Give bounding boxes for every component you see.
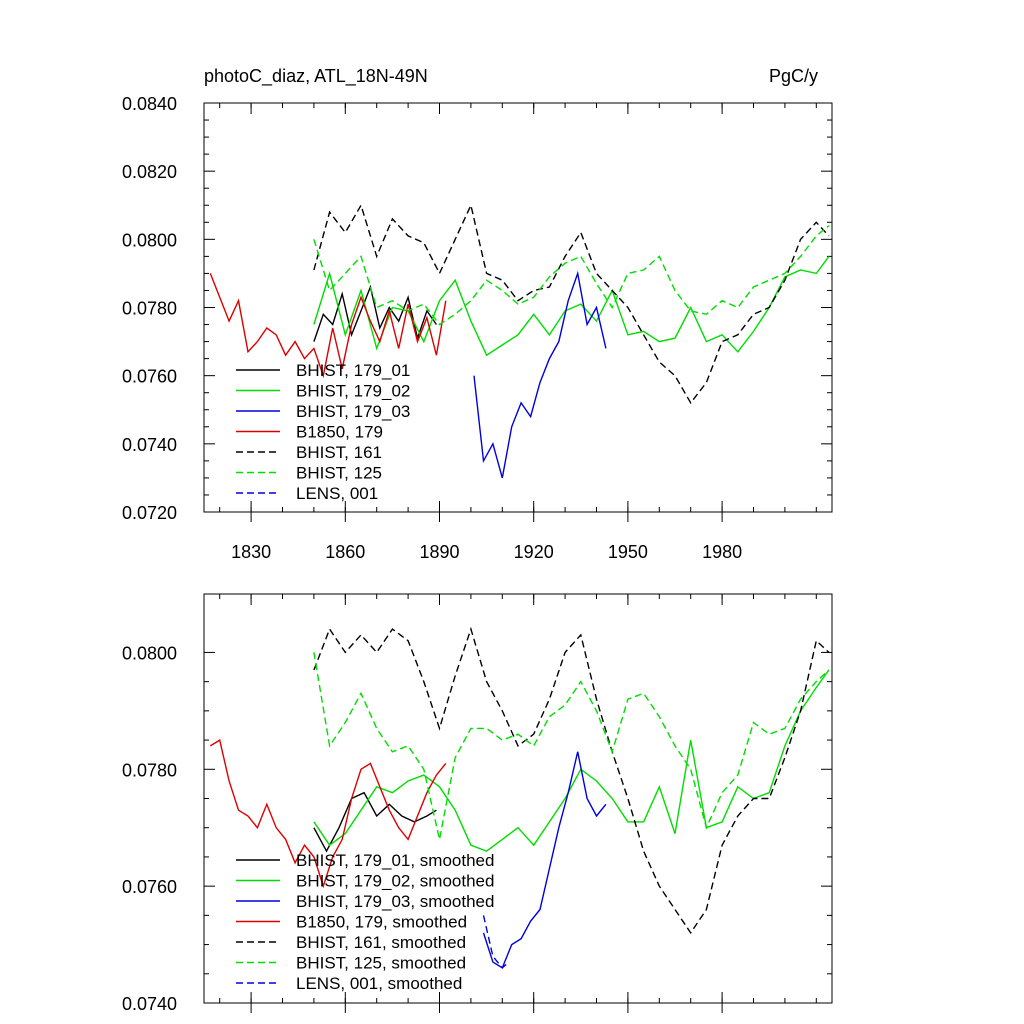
series-line-1 (313, 255, 830, 357)
legend-label: BHIST, 125, smoothed (296, 954, 466, 973)
legend-label: B1850, 179, smoothed (296, 913, 467, 932)
x-tick-label: 1920 (514, 542, 554, 562)
y-tick-label: 0.0740 (122, 435, 177, 455)
legend-label: B1850, 179 (296, 423, 383, 442)
y-tick-label: 0.0800 (122, 230, 177, 250)
series-line-4 (313, 626, 830, 935)
top-panel-title-left: photoC_diaz, ATL_18N-49N (204, 66, 428, 87)
legend-label: BHIST, 179_01 (296, 361, 410, 380)
series-line-5 (313, 225, 830, 326)
series-line-3 (209, 738, 447, 889)
legend-label: BHIST, 179_03, smoothed (296, 892, 494, 911)
y-tick-label: 0.0780 (122, 760, 177, 780)
series-line-0 (313, 791, 437, 853)
top-panel: photoC_diaz, ATL_18N-49N PgC/y 1830 1860 1… (122, 66, 833, 562)
series-line-4 (313, 203, 830, 405)
legend-label: LENS, 001, smoothed (296, 974, 462, 993)
legend-label: LENS, 001 (296, 484, 378, 503)
series-line-2 (482, 751, 607, 969)
series-line-3 (209, 273, 447, 379)
y-tick-label: 0.0820 (122, 162, 177, 182)
x-tick-label: 1860 (325, 542, 365, 562)
y-tick-label: 0.0780 (122, 299, 177, 319)
x-tick-label: 1980 (702, 542, 742, 562)
legend-label: BHIST, 161, smoothed (296, 933, 466, 952)
x-tick-label: 1950 (608, 542, 648, 562)
legend-label: BHIST, 161 (296, 443, 382, 462)
y-tick-label: 0.0800 (122, 643, 177, 663)
series-line-5 (313, 652, 830, 840)
y-tick-label: 0.0760 (122, 877, 177, 897)
bottom-panel: 0.0740 0.0760 0.0780 0.0800 BHIST, 179_01, s… (122, 593, 833, 1014)
y-tick-label: 0.0740 (122, 994, 177, 1014)
top-panel-title-right: PgC/y (769, 66, 818, 86)
legend-label: BHIST, 125 (296, 464, 382, 483)
x-tick-label: 1830 (231, 542, 271, 562)
legend-label: BHIST, 179_02, smoothed (296, 872, 494, 891)
y-tick-label: 0.0720 (122, 503, 177, 523)
legend-label: BHIST, 179_03 (296, 402, 410, 421)
y-tick-label: 0.0760 (122, 367, 177, 387)
series-line-6 (482, 915, 510, 969)
legend-label: BHIST, 179_02 (296, 382, 410, 401)
series-line-0 (313, 284, 437, 342)
y-tick-label: 0.0840 (122, 94, 177, 114)
x-tick-label: 1890 (419, 542, 459, 562)
series-line-2 (473, 270, 607, 479)
legend-label: BHIST, 179_01, smoothed (296, 851, 494, 870)
series-line-1 (313, 669, 830, 852)
